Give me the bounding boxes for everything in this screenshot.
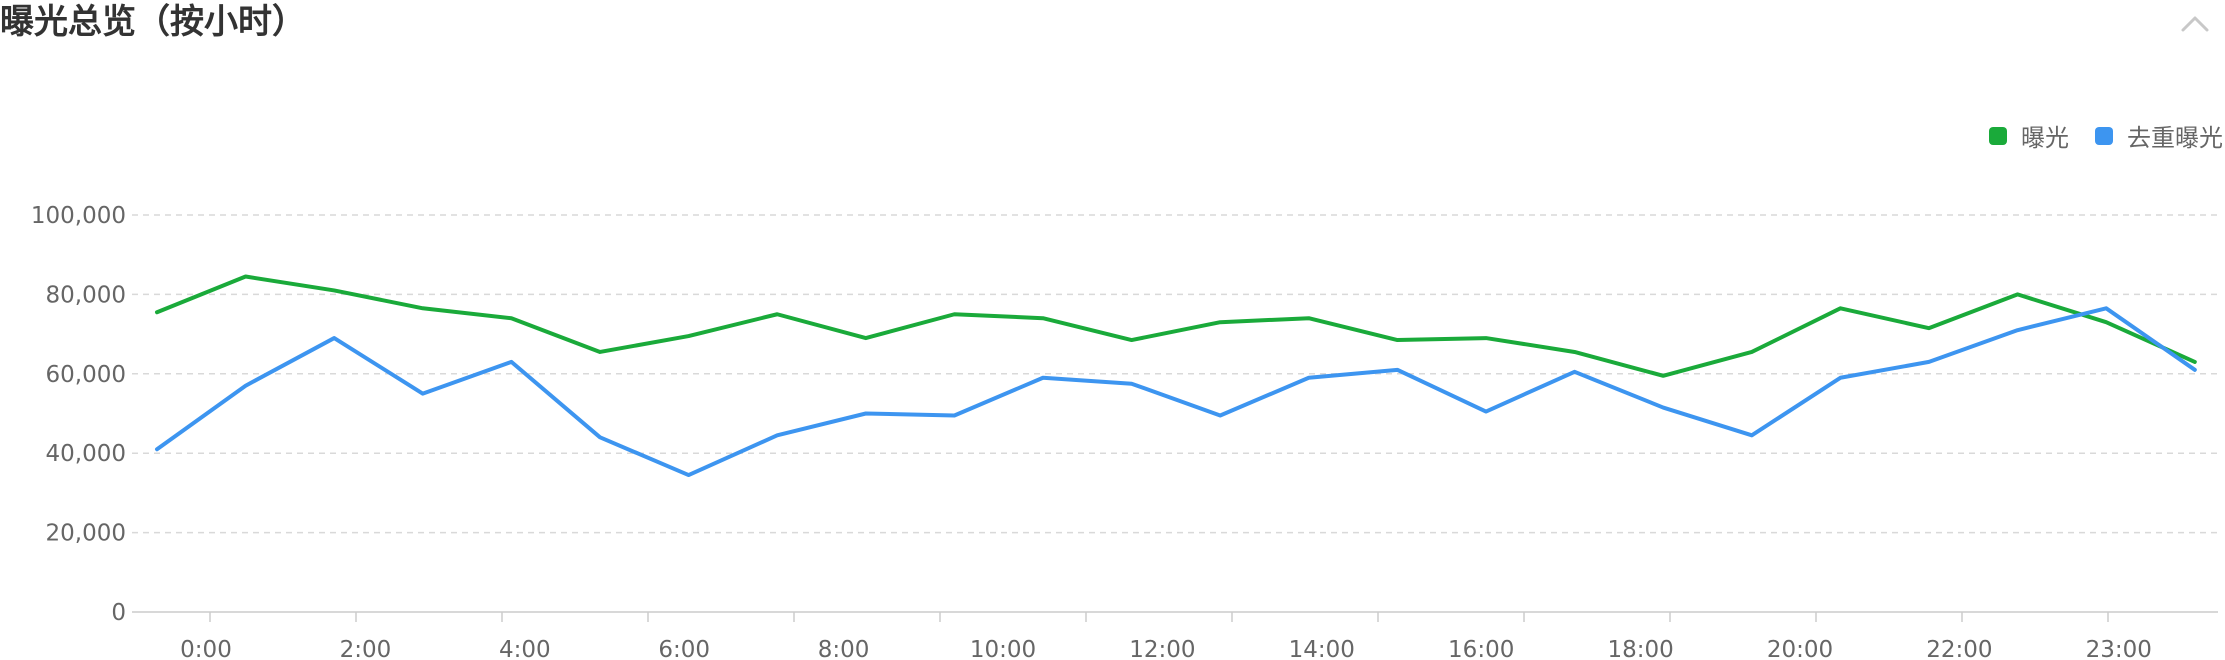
page-title: 曝光总览（按小时） [0, 2, 306, 42]
x-tick-label: 4:00 [499, 637, 551, 660]
y-tick-label: 20,000 [46, 521, 126, 547]
y-tick-label: 60,000 [46, 362, 126, 388]
x-tick-label: 22:00 [1926, 637, 1992, 660]
x-tick-label: 2:00 [340, 637, 392, 660]
legend-swatch-unique-exposure [2095, 126, 2113, 145]
x-tick-label: 12:00 [1129, 637, 1195, 660]
y-tick-label: 80,000 [46, 282, 126, 308]
legend-item-unique-exposure[interactable]: 去重曝光 [2095, 118, 2223, 153]
y-tick-label: 0 [111, 600, 126, 626]
x-tick-label: 23:00 [2086, 637, 2152, 660]
x-tick-label: 6:00 [658, 637, 710, 660]
legend-item-exposure[interactable]: 曝光 [1989, 118, 2069, 153]
x-tick-label: 20:00 [1767, 637, 1833, 660]
chevron-up-icon [2181, 16, 2209, 32]
x-tick-label: 10:00 [970, 637, 1036, 660]
legend-label-exposure: 曝光 [2021, 124, 2069, 152]
x-tick-label: 18:00 [1607, 637, 1673, 660]
x-tick-label: 8:00 [818, 637, 870, 660]
legend-swatch-exposure [1989, 126, 2007, 145]
grid-layer [132, 214, 2218, 534]
legend-label-unique-exposure: 去重曝光 [2127, 124, 2223, 152]
y-tick-label: 40,000 [46, 441, 126, 467]
collapse-button[interactable] [2177, 8, 2213, 38]
x-tick-label: 14:00 [1289, 637, 1355, 660]
chart-legend: 曝光 去重曝光 [1989, 118, 2223, 153]
y-tick-label: 100,000 [31, 203, 126, 229]
x-tick-label: 16:00 [1448, 637, 1514, 660]
series-line-exposure [155, 274, 2197, 378]
axis-layer: 100,000 80,000 60,000 40,000 20,000 0 0:00 2:00… [31, 203, 2218, 660]
x-tick-label: 0:00 [180, 637, 232, 660]
series-line-unique-exposure [155, 306, 2197, 478]
series-layer [155, 274, 2197, 478]
